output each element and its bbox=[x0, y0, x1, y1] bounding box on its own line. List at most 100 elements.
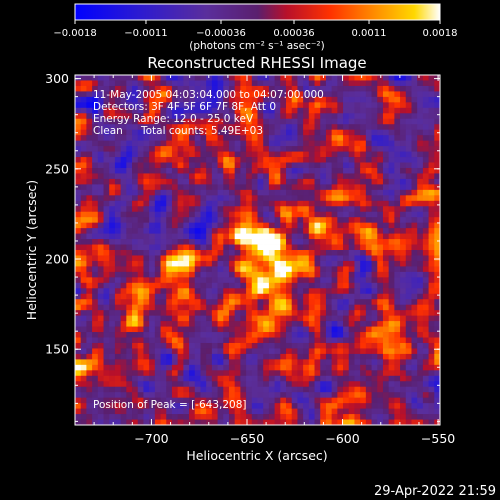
heatmap-cell bbox=[160, 75, 167, 81]
heatmap-cell bbox=[343, 96, 350, 103]
heatmap-cell bbox=[360, 397, 367, 404]
heatmap-cell bbox=[149, 419, 156, 425]
heatmap-cell bbox=[263, 326, 270, 333]
heatmap-cell bbox=[103, 293, 110, 300]
heatmap-cell bbox=[331, 392, 338, 399]
heatmap-cell bbox=[417, 167, 424, 174]
heatmap-cell bbox=[194, 184, 201, 191]
heatmap-cell bbox=[154, 222, 161, 229]
heatmap-cell bbox=[234, 113, 241, 120]
heatmap-cell bbox=[417, 326, 424, 333]
heatmap-cell bbox=[354, 419, 361, 425]
heatmap-cell bbox=[149, 211, 156, 218]
heatmap-cell bbox=[240, 293, 247, 300]
heatmap-cell bbox=[297, 167, 304, 174]
heatmap-cell bbox=[314, 178, 321, 185]
heatmap-cell bbox=[428, 288, 435, 295]
heatmap-cell bbox=[228, 80, 236, 87]
heatmap-cell bbox=[422, 315, 429, 322]
heatmap-cell bbox=[297, 118, 304, 125]
heatmap-cell bbox=[405, 157, 412, 163]
heatmap-cell bbox=[280, 189, 287, 196]
heatmap-cell bbox=[223, 146, 230, 152]
heatmap-cell bbox=[143, 299, 150, 306]
heatmap-cell bbox=[365, 288, 372, 295]
heatmap-cell bbox=[348, 80, 355, 87]
heatmap-cell bbox=[365, 222, 372, 229]
heatmap-cell bbox=[194, 419, 201, 425]
heatmap-cell bbox=[371, 129, 378, 136]
heatmap-cell bbox=[400, 239, 407, 245]
heatmap-cell bbox=[137, 217, 144, 224]
heatmap-cell bbox=[320, 157, 327, 163]
heatmap-cell bbox=[291, 315, 298, 322]
heatmap-cell bbox=[400, 118, 407, 125]
heatmap-cell bbox=[75, 370, 82, 377]
heatmap-cell bbox=[360, 299, 367, 306]
heatmap-cell bbox=[211, 113, 218, 120]
heatmap-cell bbox=[400, 80, 407, 87]
heatmap-cell bbox=[308, 321, 315, 327]
heatmap-cell bbox=[422, 255, 429, 262]
heatmap-cell bbox=[223, 364, 230, 371]
heatmap-cell bbox=[405, 85, 412, 92]
heatmap-cell bbox=[143, 353, 150, 360]
heatmap-cell bbox=[280, 195, 287, 202]
heatmap-cell bbox=[297, 222, 304, 229]
heatmap-cell bbox=[331, 96, 338, 103]
heatmap-cell bbox=[240, 91, 247, 98]
heatmap-cell bbox=[280, 244, 287, 251]
heatmap-cell bbox=[422, 140, 429, 147]
heatmap-cell bbox=[92, 375, 99, 382]
heatmap-cell bbox=[354, 129, 361, 136]
heatmap-cell bbox=[143, 381, 150, 388]
heatmap-cell bbox=[75, 288, 82, 295]
heatmap-cell bbox=[177, 386, 184, 393]
heatmap-cell bbox=[154, 244, 161, 251]
heatmap-cell bbox=[303, 397, 310, 404]
heatmap-cell bbox=[97, 157, 104, 163]
heatmap-cell bbox=[274, 332, 281, 338]
heatmap-cell bbox=[171, 353, 179, 360]
heatmap-cell bbox=[228, 200, 236, 207]
heatmap-cell bbox=[325, 178, 333, 185]
heatmap-cell bbox=[137, 353, 144, 360]
heatmap-cell bbox=[149, 370, 156, 377]
heatmap-cell bbox=[103, 91, 110, 98]
heatmap-cell bbox=[126, 386, 133, 393]
heatmap-cell bbox=[246, 397, 253, 404]
heatmap-cell bbox=[223, 244, 230, 251]
heatmap-cell bbox=[257, 151, 264, 158]
heatmap-cell bbox=[303, 206, 310, 213]
heatmap-cell bbox=[434, 96, 440, 103]
heatmap-cell bbox=[297, 419, 304, 425]
heatmap-cell bbox=[343, 348, 350, 355]
heatmap-cell bbox=[92, 250, 99, 256]
heatmap-cell bbox=[371, 189, 378, 196]
heatmap-cell bbox=[348, 162, 355, 169]
heatmap-cell bbox=[171, 228, 179, 234]
heatmap-cell bbox=[291, 102, 298, 109]
heatmap-cell bbox=[428, 359, 435, 366]
heatmap-cell bbox=[183, 200, 190, 207]
heatmap-cell bbox=[154, 195, 161, 202]
heatmap-cell bbox=[377, 124, 384, 131]
heatmap-cell bbox=[126, 91, 133, 98]
heatmap-cell bbox=[189, 173, 196, 180]
heatmap-cell bbox=[177, 408, 184, 415]
heatmap-cell bbox=[234, 80, 241, 87]
heatmap-cell bbox=[109, 310, 116, 317]
heatmap-cell bbox=[160, 211, 167, 218]
heatmap-cell bbox=[103, 321, 110, 327]
heatmap-cell bbox=[348, 353, 355, 360]
heatmap-cell bbox=[80, 167, 87, 174]
heatmap-cell bbox=[263, 315, 270, 322]
heatmap-cell bbox=[109, 217, 116, 224]
heatmap-cell bbox=[177, 375, 184, 382]
heatmap-cell bbox=[274, 408, 281, 415]
heatmap-cell bbox=[177, 228, 184, 234]
heatmap-cell bbox=[166, 118, 173, 125]
heatmap-cell bbox=[286, 304, 293, 311]
heatmap-cell bbox=[280, 364, 287, 371]
heatmap-cell bbox=[251, 135, 258, 142]
